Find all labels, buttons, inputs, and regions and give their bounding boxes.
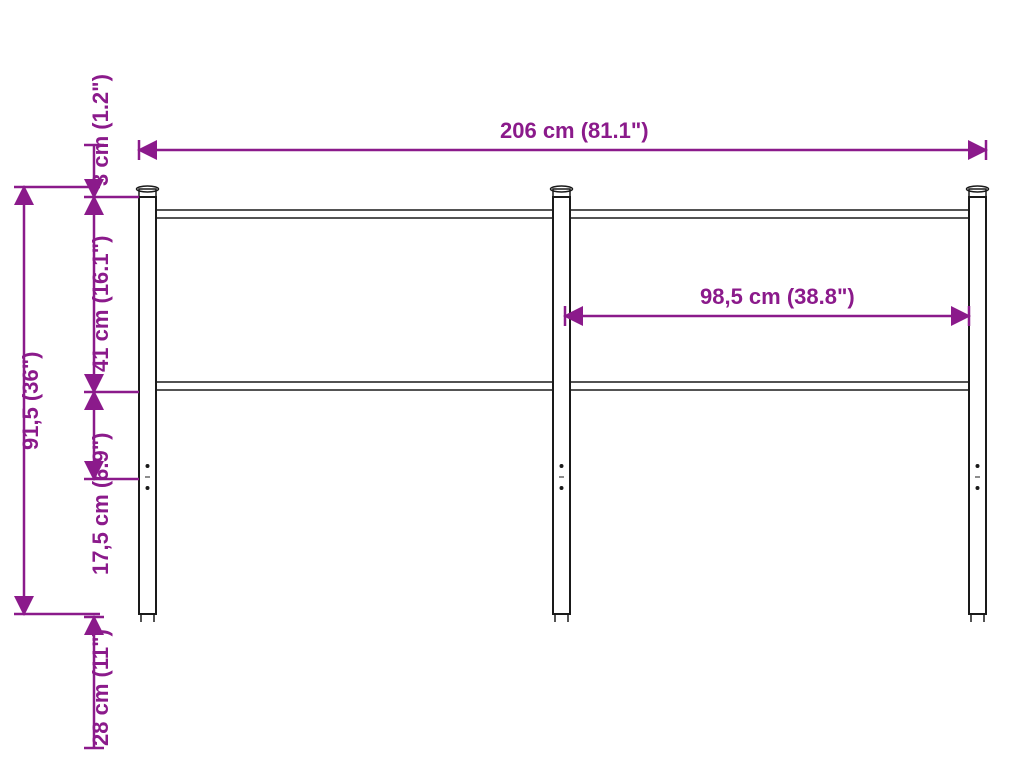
label-height-total: 91,5 (36") [18,352,44,450]
dimension-lines [14,140,986,748]
post-right [967,186,989,622]
post-left [137,186,159,622]
label-width-total: 206 cm (81.1") [500,118,649,144]
label-height-mid: 17,5 cm (6.9") [88,432,114,575]
label-width-half: 98,5 cm (38.8") [700,284,855,310]
label-height-panel: 41 cm (16.1") [88,236,114,372]
label-height-bottom: 28 cm (11") [88,629,114,746]
technical-drawing [0,0,1013,778]
post-center [551,186,573,622]
label-height-cap: 3 cm (1.2") [88,74,114,186]
headboard-object [137,186,989,622]
